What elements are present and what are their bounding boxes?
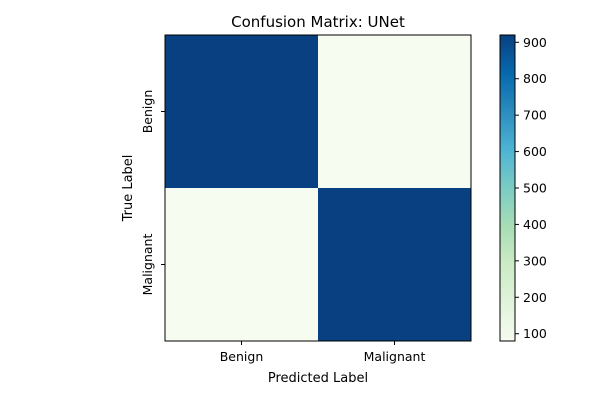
colorbar-tick-label: 400 (523, 217, 547, 232)
colorbar-tick-label: 800 (523, 71, 547, 86)
colorbar-tick-label: 500 (523, 181, 547, 196)
heatmap-cell-1-1 (318, 188, 471, 341)
heatmap-cell-0-0 (165, 35, 318, 188)
colorbar-tick-label: 300 (523, 253, 547, 268)
plot-frame (164, 34, 472, 342)
heatmap-cell-1-0 (165, 188, 318, 341)
x-tick-label: Benign (220, 349, 264, 364)
y-axis-ticks: Benign Malignant (140, 90, 165, 296)
colorbar-tick-label: 600 (523, 144, 547, 159)
heatmap-cell-0-1 (318, 35, 471, 188)
x-tick-label: Malignant (364, 349, 426, 364)
y-tick-label: Benign (140, 90, 155, 134)
x-axis-ticks: Benign Malignant (220, 341, 426, 364)
colorbar-ticks: 100 200 300 400 500 600 700 800 900 (515, 35, 547, 341)
heatmap-cells (165, 35, 471, 341)
y-tick-label: Malignant (140, 234, 155, 296)
colorbar-tick-label: 900 (523, 35, 547, 50)
colorbar-tick-label: 200 (523, 290, 547, 305)
colorbar-tick-label: 700 (523, 108, 547, 123)
y-axis-label: True Label (121, 155, 136, 223)
chart-title: Confusion Matrix: UNet (231, 13, 405, 31)
colorbar (500, 35, 515, 341)
colorbar-tick-label: 100 (523, 326, 547, 341)
x-axis-label: Predicted Label (268, 371, 368, 386)
